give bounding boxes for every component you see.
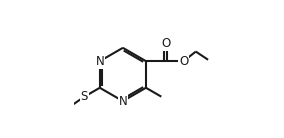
Text: O: O — [161, 37, 170, 50]
Text: N: N — [95, 55, 104, 68]
Text: O: O — [179, 55, 188, 68]
Text: N: N — [118, 95, 127, 108]
Text: S: S — [81, 90, 88, 103]
